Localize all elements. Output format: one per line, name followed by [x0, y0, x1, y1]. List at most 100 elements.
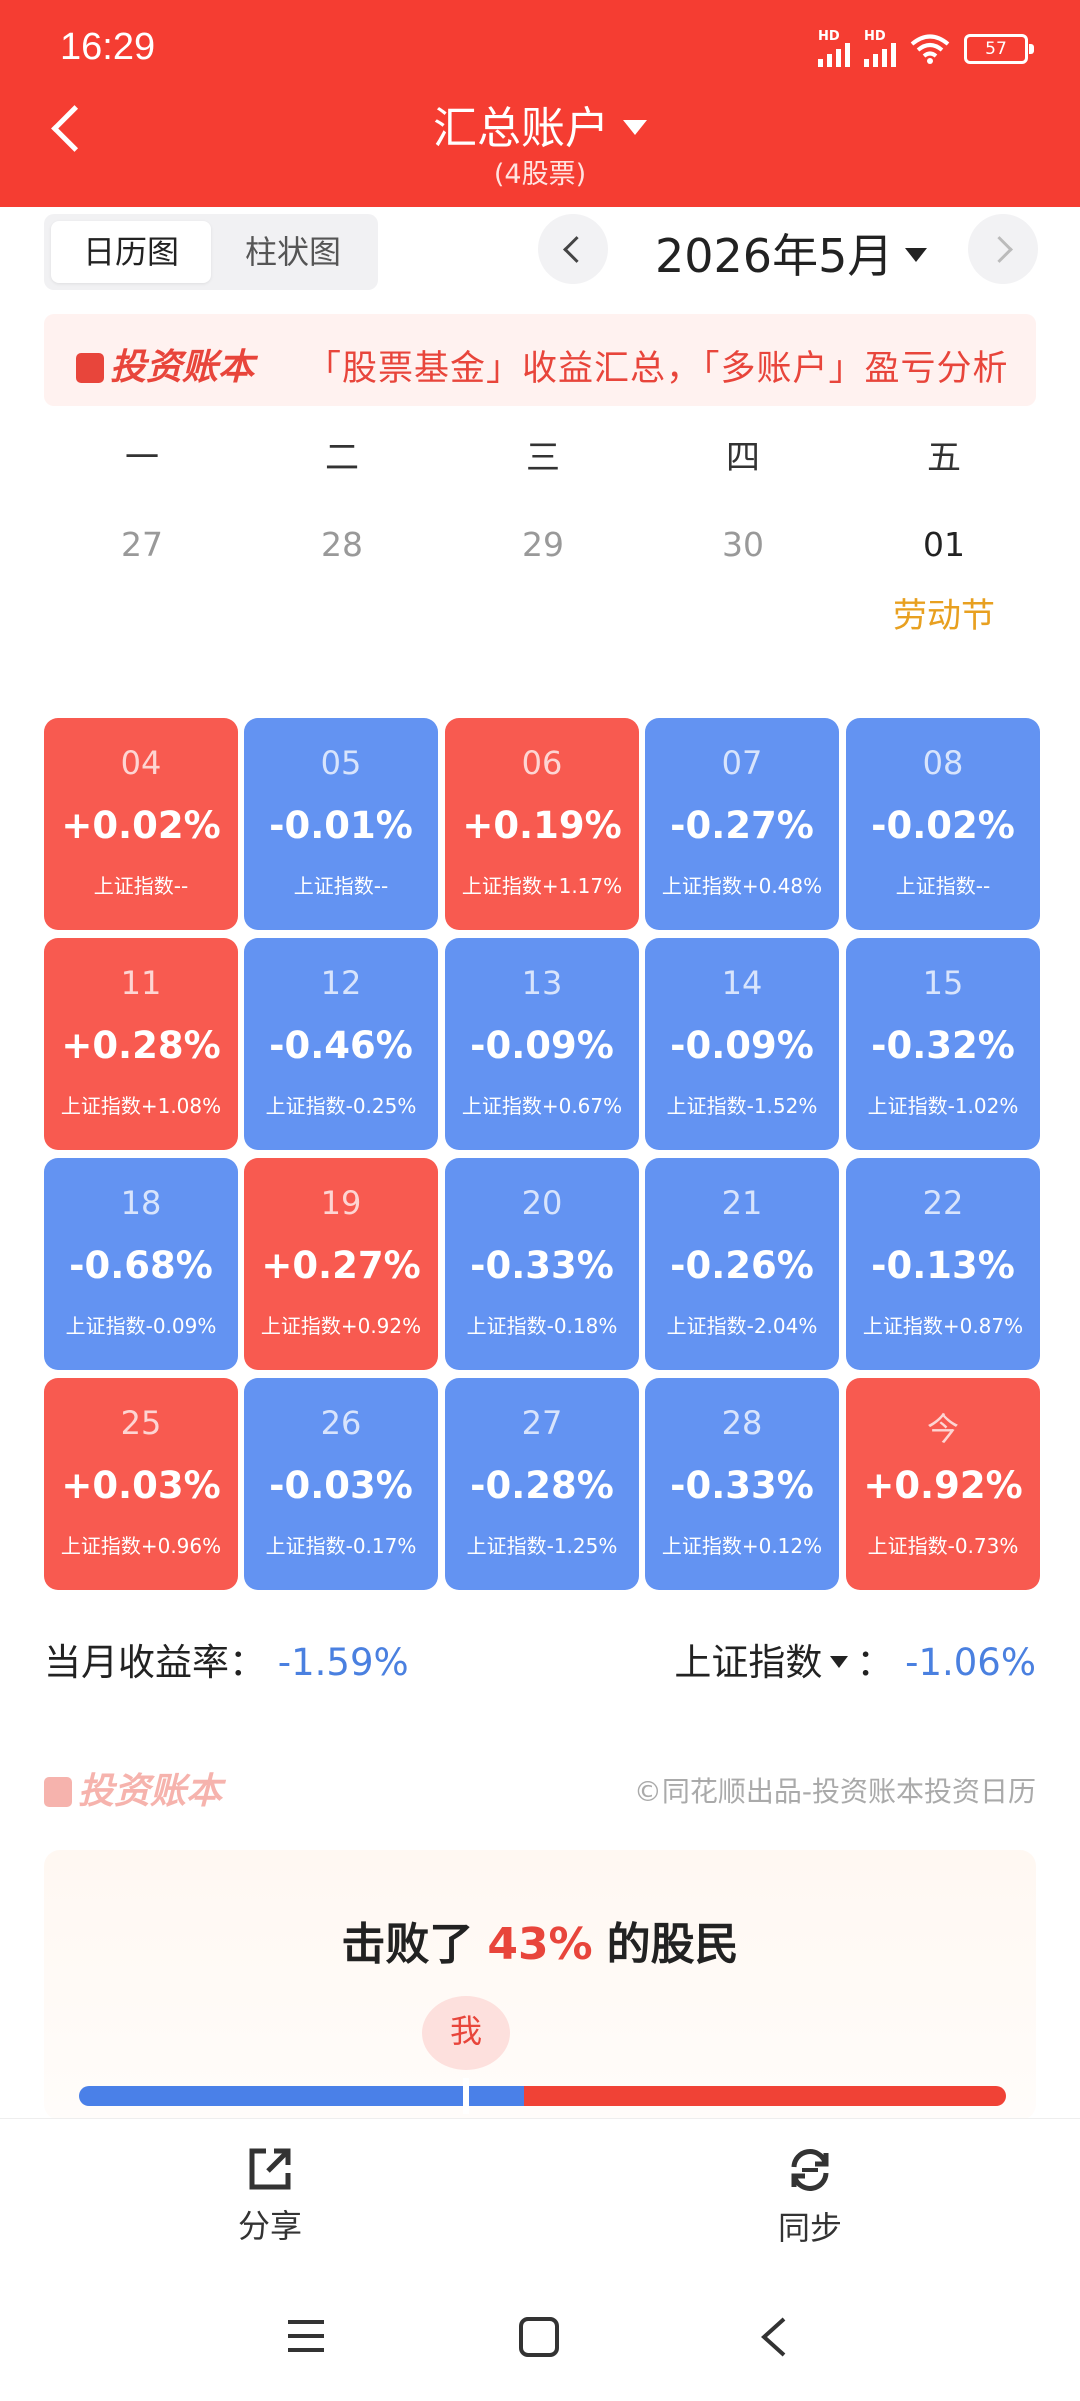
day-return: +0.27%: [261, 1244, 421, 1287]
wifi-icon: [910, 34, 950, 64]
day-cell[interactable]: 14 -0.09% 上证指数-1.52%: [645, 938, 839, 1150]
day-cell[interactable]: 11 +0.28% 上证指数+1.08%: [44, 938, 238, 1150]
calendar-day: 27: [121, 525, 163, 564]
battery-icon: 57: [964, 33, 1034, 64]
day-number: 08: [922, 744, 964, 782]
day-cell-today[interactable]: 今 +0.92% 上证指数-0.73%: [846, 1378, 1040, 1590]
cellular-signal-icon: HD: [818, 30, 850, 67]
caret-down-icon: [830, 1655, 849, 1668]
day-number: 13: [521, 964, 563, 1002]
cellular-signal-icon-2: HD: [864, 30, 896, 67]
day-return: -0.33%: [470, 1244, 614, 1287]
day-number: 07: [721, 744, 763, 782]
me-marker: 我: [422, 1996, 510, 2070]
day-number: 25: [120, 1404, 162, 1442]
day-cell[interactable]: 25 +0.03% 上证指数+0.96%: [44, 1378, 238, 1590]
home-icon[interactable]: [518, 2316, 560, 2358]
day-return: -0.09%: [670, 1024, 814, 1067]
holiday-label: 劳动节: [893, 596, 995, 636]
day-index: 上证指数+0.12%: [661, 1534, 823, 1558]
day-number: 20: [521, 1184, 563, 1222]
day-index: 上证指数+1.08%: [60, 1094, 222, 1118]
page-subtitle: (4股票): [493, 159, 587, 190]
account-selector[interactable]: 汇总账户: [0, 92, 1080, 156]
hd-label: HD: [818, 29, 840, 44]
day-number: 06: [521, 744, 563, 782]
day-index: 上证指数+0.87%: [862, 1314, 1024, 1338]
day-number: 26: [320, 1404, 362, 1442]
share-icon: [249, 2148, 291, 2190]
sync-button[interactable]: 同步: [710, 2145, 910, 2249]
index-return-summary[interactable]: 上证指数 ： -1.06%: [674, 1632, 1036, 1686]
day-index: 上证指数+0.96%: [60, 1534, 222, 1558]
day-cell[interactable]: 04 +0.02% 上证指数--: [44, 718, 238, 930]
day-number: 14: [721, 964, 763, 1002]
brand-logo: 投资账本: [76, 338, 254, 390]
caret-down-icon: [623, 119, 647, 135]
day-cell[interactable]: 07 -0.27% 上证指数+0.48%: [645, 718, 839, 930]
day-return: -0.02%: [871, 804, 1015, 847]
month-selector[interactable]: 2026年5月: [655, 220, 928, 286]
monthly-return-value: -1.59%: [277, 1641, 409, 1684]
page-title: 汇总账户: [433, 103, 609, 154]
day-number: 11: [120, 964, 162, 1002]
day-cell[interactable]: 06 +0.19% 上证指数+1.17%: [445, 718, 639, 930]
next-month-button[interactable]: [968, 214, 1038, 284]
day-index: 上证指数-0.73%: [867, 1534, 1019, 1558]
sync-label: 同步: [777, 2209, 842, 2247]
day-cell[interactable]: 28 -0.33% 上证指数+0.12%: [645, 1378, 839, 1590]
bottom-action-bar: 分享 同步: [0, 2118, 1080, 2401]
tab-calendar[interactable]: 日历图: [51, 221, 211, 283]
day-cell[interactable]: 12 -0.46% 上证指数-0.25%: [244, 938, 438, 1150]
calendar-day: 30: [722, 525, 764, 564]
day-number: 22: [922, 1184, 964, 1222]
day-return: -0.27%: [670, 804, 814, 847]
back-nav-icon[interactable]: [758, 2316, 790, 2358]
monthly-return-summary: 当月收益率： -1.59%: [44, 1632, 409, 1686]
day-index: 上证指数-0.25%: [265, 1094, 417, 1118]
day-number: 05: [320, 744, 362, 782]
beat-headline: 击败了 43% 的股民: [44, 1908, 1036, 1972]
day-cell[interactable]: 13 -0.09% 上证指数+0.67%: [445, 938, 639, 1150]
share-button[interactable]: 分享: [170, 2145, 370, 2247]
prev-month-button[interactable]: [538, 214, 608, 284]
day-number: 今: [926, 1410, 959, 1448]
index-label: 上证指数: [674, 1641, 823, 1684]
promo-banner[interactable]: 投资账本 「股票基金」收益汇总，「多账户」盈亏分析: [44, 314, 1036, 406]
menu-icon[interactable]: [286, 2316, 326, 2356]
day-number: 12: [320, 964, 362, 1002]
beat-card: 击败了 43% 的股民 我: [44, 1850, 1036, 2120]
day-cell[interactable]: 05 -0.01% 上证指数--: [244, 718, 438, 930]
day-cell[interactable]: 21 -0.26% 上证指数-2.04%: [645, 1158, 839, 1370]
day-index: 上证指数-1.52%: [666, 1094, 818, 1118]
day-cell[interactable]: 27 -0.28% 上证指数-1.25%: [445, 1378, 639, 1590]
weekday-thu: 四: [726, 438, 760, 478]
day-return: -0.13%: [871, 1244, 1015, 1287]
day-index: 上证指数-0.17%: [265, 1534, 417, 1558]
day-return: +0.03%: [61, 1464, 221, 1507]
day-cell[interactable]: 22 -0.13% 上证指数+0.87%: [846, 1158, 1040, 1370]
day-cell[interactable]: 20 -0.33% 上证指数-0.18%: [445, 1158, 639, 1370]
tab-bar-chart[interactable]: 柱状图: [244, 233, 341, 271]
beat-suffix: 的股民: [606, 1919, 739, 1970]
day-return: +0.28%: [61, 1024, 221, 1067]
day-cell[interactable]: 15 -0.32% 上证指数-1.02%: [846, 938, 1040, 1150]
day-cell[interactable]: 18 -0.68% 上证指数-0.09%: [44, 1158, 238, 1370]
day-cell[interactable]: 19 +0.27% 上证指数+0.92%: [244, 1158, 438, 1370]
day-cell[interactable]: 08 -0.02% 上证指数--: [846, 718, 1040, 930]
day-cell[interactable]: 26 -0.03% 上证指数-0.17%: [244, 1378, 438, 1590]
month-label: 2026年5月: [655, 229, 894, 283]
caret-down-icon: [905, 247, 928, 262]
index-return-value: -1.06%: [905, 1641, 1036, 1684]
day-index: 上证指数--: [293, 874, 389, 898]
beat-percent: 43%: [487, 1919, 593, 1970]
index-separator: ：: [856, 1641, 894, 1684]
day-number: 27: [521, 1404, 563, 1442]
day-return: +0.19%: [462, 804, 622, 847]
weekday-mon: 一: [125, 438, 159, 478]
day-index: 上证指数+0.67%: [461, 1094, 623, 1118]
day-number: 19: [320, 1184, 362, 1222]
day-index: 上证指数--: [93, 874, 189, 898]
day-return: +0.02%: [61, 804, 221, 847]
banner-text: 「股票基金」收益汇总，「多账户」盈亏分析: [306, 349, 1009, 389]
